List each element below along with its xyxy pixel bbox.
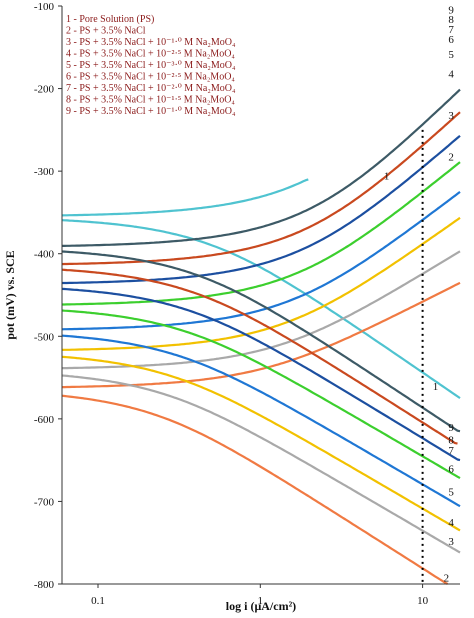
y-tick-label: -200 (34, 84, 55, 96)
legend-entry: 4 - PS + 3.5% NaCl + 10⁻²·⁵ M Na₂MoO₄ (66, 49, 235, 60)
series-1-anodic-line (61, 178, 309, 217)
curve-label: 7 (448, 24, 454, 36)
x-tick-label: 1 (258, 595, 264, 607)
curve-label: 6 (448, 463, 454, 475)
curve-label: 8 (448, 435, 454, 447)
y-tick-label: -600 (34, 414, 55, 426)
curve-label: 3 (448, 110, 454, 122)
series-4-anodic-line (61, 216, 461, 351)
x-tick-label: 10 (417, 595, 429, 607)
legend-entry: 6 - PS + 3.5% NaCl + 10⁻²·⁵ M Na₂MoO₄ (66, 72, 235, 83)
series-6-anodic-line (62, 161, 461, 306)
curve-label: 5 (448, 49, 454, 61)
curve-label: 1 (433, 381, 439, 393)
curve-label: 5 (448, 487, 454, 499)
series-7-cathodic-line (61, 287, 461, 462)
curve-label: 4 (448, 69, 454, 81)
series-6-cathodic-line (61, 309, 461, 480)
series-9-cathodic-line (61, 250, 461, 433)
curve-label: 9 (448, 422, 454, 434)
curve-label: 7 (448, 445, 454, 457)
curve-label: 6 (448, 34, 454, 46)
series-3-cathodic-line (61, 374, 461, 554)
curve-label: 9 (448, 4, 454, 16)
legend-entry: 7 - PS + 3.5% NaCl + 10⁻²·⁰ M Na₂MoO₄ (66, 83, 236, 94)
legend-entry: 3 - PS + 3.5% NaCl + 10⁻¹·⁰ M Na₂MoO₄ (66, 37, 236, 48)
curve-label: 2 (448, 151, 454, 163)
curve-label: 1 (384, 170, 390, 182)
curve-label: 2 (444, 572, 450, 584)
series-9-anodic-line (62, 88, 461, 247)
x-axis-title: log i (μA/cm²) (226, 599, 296, 613)
curve-label: 3 (448, 536, 454, 548)
y-tick-label: -800 (34, 579, 55, 591)
series-8-anodic-line (61, 111, 461, 266)
series-5-cathodic-line (61, 334, 461, 508)
series-2-cathodic-line (61, 394, 449, 585)
legend-entry: 9 - PS + 3.5% NaCl + 10⁻¹·⁰ M Na₂MoO₄ (66, 106, 236, 117)
series-8-cathodic-line (61, 268, 458, 445)
legend-entry: 5 - PS + 3.5% NaCl + 10⁻³·⁰ M Na₂MoO₄ (66, 60, 236, 71)
y-axis-title: pot (mV) vs. SCE (3, 250, 17, 339)
legend-entry: 8 - PS + 3.5% NaCl + 10⁻¹·⁵ M Na₂MoO₄ (66, 95, 235, 106)
series-7-anodic-line (62, 134, 461, 285)
y-tick-label: -300 (34, 166, 55, 178)
series-2-anodic-line (62, 281, 461, 389)
y-tick-label: -100 (34, 1, 55, 13)
series-5-anodic-line (61, 191, 461, 331)
series-1-cathodic-line (61, 219, 461, 400)
series-4-cathodic-line (61, 355, 461, 532)
y-tick-label: -700 (34, 496, 55, 508)
y-tick-label: -400 (34, 249, 55, 261)
y-tick-label: -500 (34, 331, 55, 343)
legend-entry: 2 - PS + 3.5% NaCl (66, 26, 146, 37)
legend-entry: 1 - Pore Solution (PS) (66, 14, 154, 25)
x-tick-label: 0.1 (91, 595, 105, 607)
curve-label: 8 (448, 14, 454, 26)
curve-label: 4 (448, 517, 454, 529)
